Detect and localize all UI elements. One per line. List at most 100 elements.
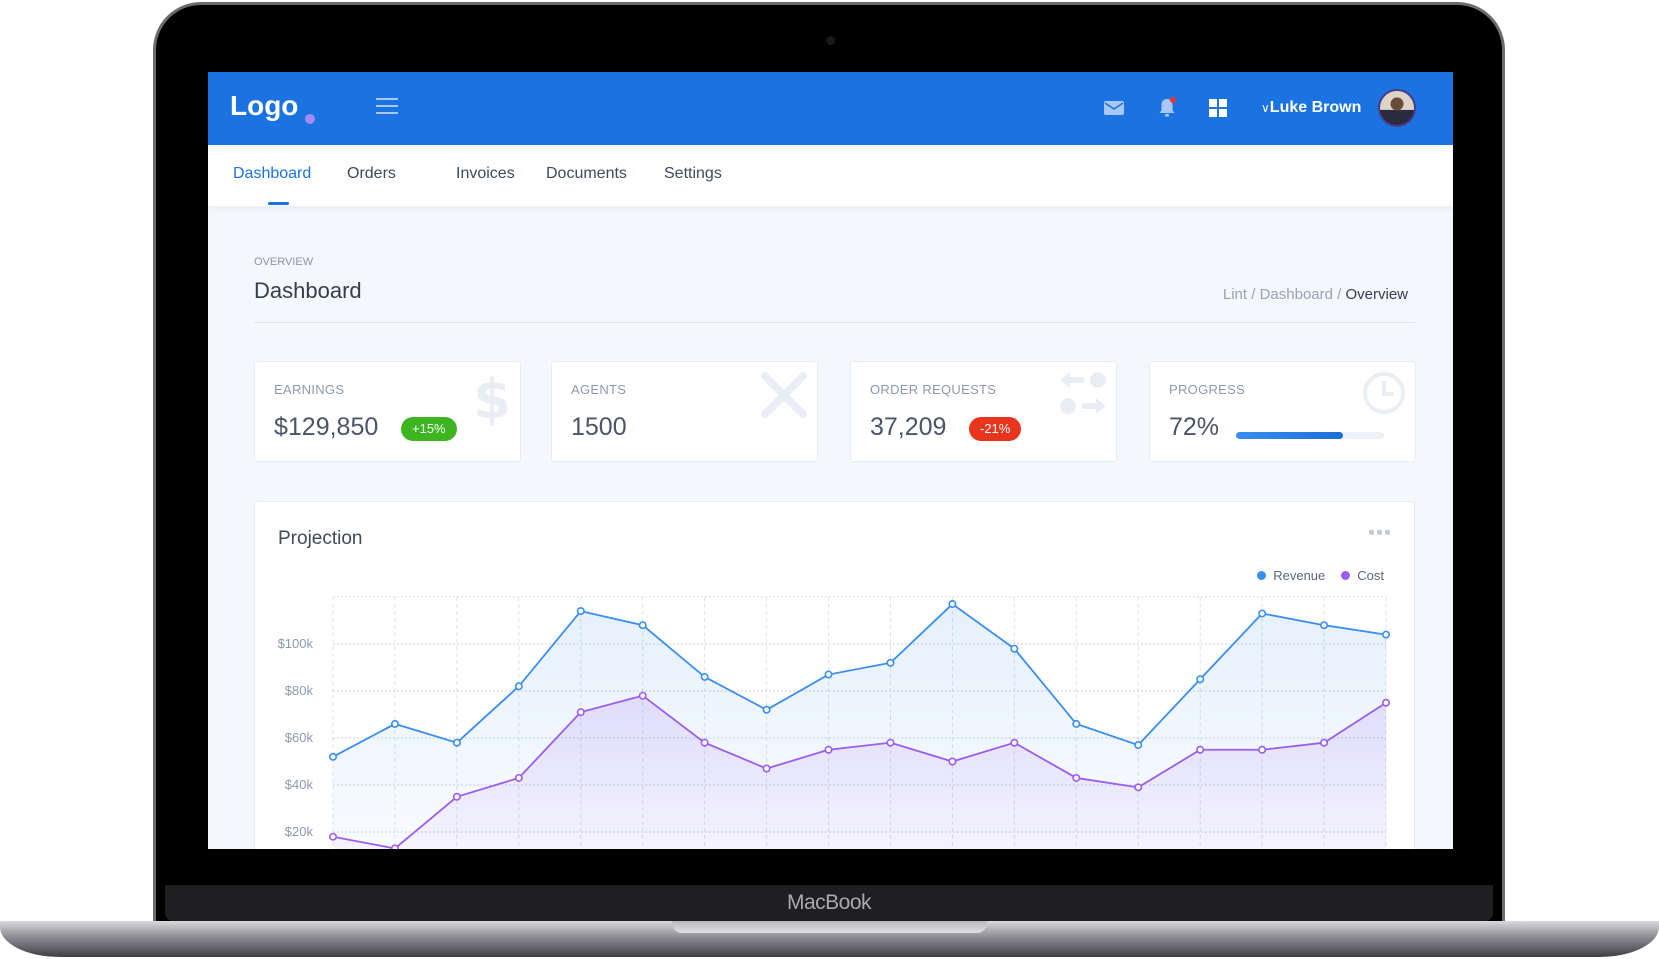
user-menu[interactable]: ∨Luke Brown [1261,99,1361,117]
breadcrumb-item[interactable]: Lint [1222,286,1248,303]
legend-label: Revenue [1273,568,1326,583]
tab-invoices[interactable]: Invoices [456,165,515,182]
card-label: EARNINGS [274,382,345,397]
data-point-cost [700,738,709,747]
brand-label: MacBook [786,891,872,914]
data-point-cost [452,792,461,801]
progress-bar [1236,432,1384,439]
earnings-card: EARNINGS $129,850 +15% $ [254,361,521,462]
data-point-revenue [886,658,895,667]
logo[interactable]: Logo [230,90,299,121]
legend-label: Cost [1357,568,1384,583]
legend-item-cost[interactable]: Cost [1341,568,1384,583]
card-value: $129,850 [274,413,379,441]
svg-text:$: $ [473,370,511,426]
projection-chart: $20k $40k $60k $80k $100k [278,596,1391,849]
card-label: ORDER REQUESTS [870,382,997,397]
legend-item-revenue[interactable]: Revenue [1257,568,1325,583]
series-line-revenue [332,602,1387,758]
data-point-cost [948,757,957,766]
data-point-cost [1258,745,1267,754]
top-bar: Logo ∨Luke Brown [208,72,1453,145]
mail-icon[interactable] [1102,96,1126,120]
tab-bar: Dashboard Orders Invoices Documents Sett… [208,145,1453,206]
grid-icon[interactable] [1206,96,1230,120]
tab-documents[interactable]: Documents [546,165,627,182]
page-overline: OVERVIEW [254,256,314,268]
data-point-cost [1196,745,1205,754]
projection-title: Projection [278,528,363,549]
data-point-revenue [1196,675,1205,684]
card-label: PROGRESS [1169,382,1246,397]
menu-icon[interactable] [376,98,398,114]
data-point-cost [1134,783,1143,792]
data-point-revenue [452,738,461,747]
page-title: Dashboard [254,278,362,303]
screen: Logo ∨Luke Brown Dashboard Orders Invoic… [208,72,1453,849]
tab-settings[interactable]: Settings [664,165,722,182]
data-point-revenue [824,670,833,679]
data-point-cost [576,708,585,717]
data-point-cost [1382,698,1391,707]
bell-icon[interactable] [1155,96,1179,120]
data-point-revenue [1072,719,1081,728]
avatar[interactable] [1378,89,1416,127]
data-point-revenue [1258,609,1267,618]
legend-dot [1257,571,1267,580]
breadcrumb-separator: / [1332,286,1346,303]
laptop-chin: MacBook [165,885,1493,921]
data-point-revenue [948,600,957,609]
progress-fill [1236,432,1343,439]
y-tick-label: $80k [285,683,314,698]
data-point-cost [638,691,647,700]
data-point-cost [1072,773,1081,782]
y-tick-label: $100k [278,636,314,651]
y-tick-label: $40k [285,777,314,792]
breadcrumb-separator: / [1247,286,1260,303]
y-tick-label: $60k [285,730,314,745]
divider [254,322,1415,323]
data-point-revenue [762,705,771,714]
data-point-cost [514,773,523,782]
data-point-cost [886,738,895,747]
data-point-revenue [638,621,647,630]
card-value: 1500 [571,413,627,441]
card-label: AGENTS [571,382,627,397]
change-badge: -21% [969,417,1022,441]
data-point-cost [329,832,338,841]
camera [826,36,835,45]
data-point-revenue [1382,630,1391,639]
data-point-revenue [390,719,399,728]
logo-dot [305,114,315,124]
tools-icon [761,372,807,418]
data-point-cost [1010,738,1019,747]
data-point-cost [824,745,833,754]
data-point-revenue [1134,741,1143,750]
data-point-revenue [1010,644,1019,653]
dollar-icon: $ [473,370,511,426]
series-line-cost [332,694,1387,849]
data-point-revenue [1320,621,1329,630]
user-name: Luke Brown [1269,99,1362,116]
data-point-revenue [700,672,709,681]
order-requests-card: ORDER REQUESTS 37,209 -21% [850,361,1117,462]
legend-dot [1341,571,1351,580]
progress-card: PROGRESS 72% [1149,361,1416,462]
chevron-down-icon: ∨ [1261,101,1270,115]
tab-dashboard[interactable]: Dashboard [233,165,312,182]
data-point-revenue [514,682,523,691]
breadcrumb-item[interactable]: Dashboard [1259,286,1333,303]
data-point-cost [1320,738,1329,747]
change-badge: +15% [401,417,457,441]
data-point-cost [762,764,771,773]
breadcrumb: Lint / Dashboard / Overview [1223,286,1408,303]
agents-card: AGENTS 1500 [551,361,818,462]
tab-orders[interactable]: Orders [347,165,396,182]
data-point-revenue [329,752,338,761]
clock-icon [1363,372,1405,414]
chart-legend: Revenue Cost [1257,568,1384,583]
laptop-notch [672,921,987,933]
more-options-icon[interactable]: ••• [1367,522,1392,544]
transfer-icon [1060,372,1106,414]
data-point-cost [390,844,399,849]
